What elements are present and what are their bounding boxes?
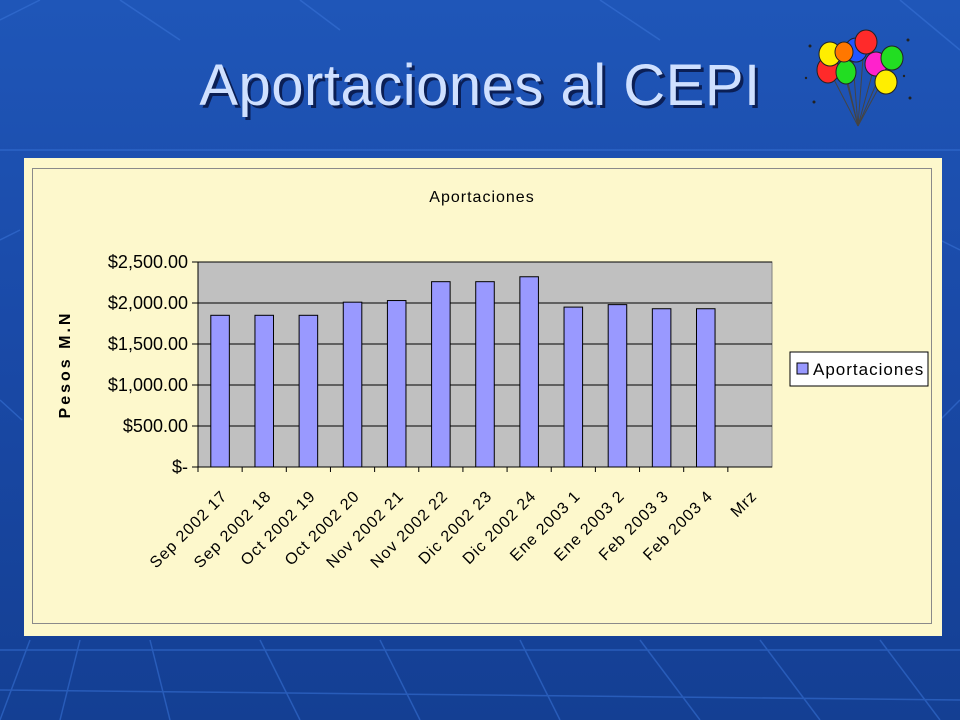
legend-label: Aportaciones (813, 360, 924, 379)
bar (651, 308, 672, 468)
bar (342, 301, 363, 468)
y-tick-label: $1,500.00 (108, 334, 188, 354)
y-tick-label: $2,500.00 (108, 252, 188, 272)
chart-frame (32, 168, 932, 624)
balloons-icon (804, 29, 912, 127)
bar (254, 314, 275, 468)
legend-swatch (796, 362, 809, 375)
bar (607, 304, 628, 468)
slide-title: Aportaciones al CEPI (199, 53, 761, 118)
x-tick-label: Sep 2002 17 (147, 488, 231, 572)
x-tick-label: Nov 2002 21 (324, 488, 408, 572)
bar (386, 300, 407, 468)
bar (475, 281, 495, 468)
chart-panel: Aportaciones $- $500.00 $1,000.00 $1,500.00… (24, 158, 942, 636)
x-tick-label: Sep 2002 18 (191, 488, 275, 572)
bar (563, 306, 584, 468)
y-tick-label: $500.00 (123, 416, 188, 436)
legend-box (789, 351, 929, 387)
y-tick-label: $2,000.00 (108, 293, 188, 313)
bar (519, 276, 539, 468)
y-tick-label: $- (172, 457, 188, 477)
x-tick-label: Mrz (728, 488, 761, 521)
y-axis-label: Pesos M.N (57, 311, 74, 419)
bar-chart: Aportaciones $- $500.00 $1,000.00 $1,500.00… (57, 189, 929, 572)
bar (431, 281, 451, 468)
bar (298, 314, 319, 468)
chart-title: Aportaciones (429, 189, 534, 206)
x-tick-label: Nov 2002 22 (368, 488, 452, 572)
y-tick-label: $1,000.00 (108, 375, 188, 395)
bar (695, 308, 716, 468)
bar (210, 314, 230, 468)
